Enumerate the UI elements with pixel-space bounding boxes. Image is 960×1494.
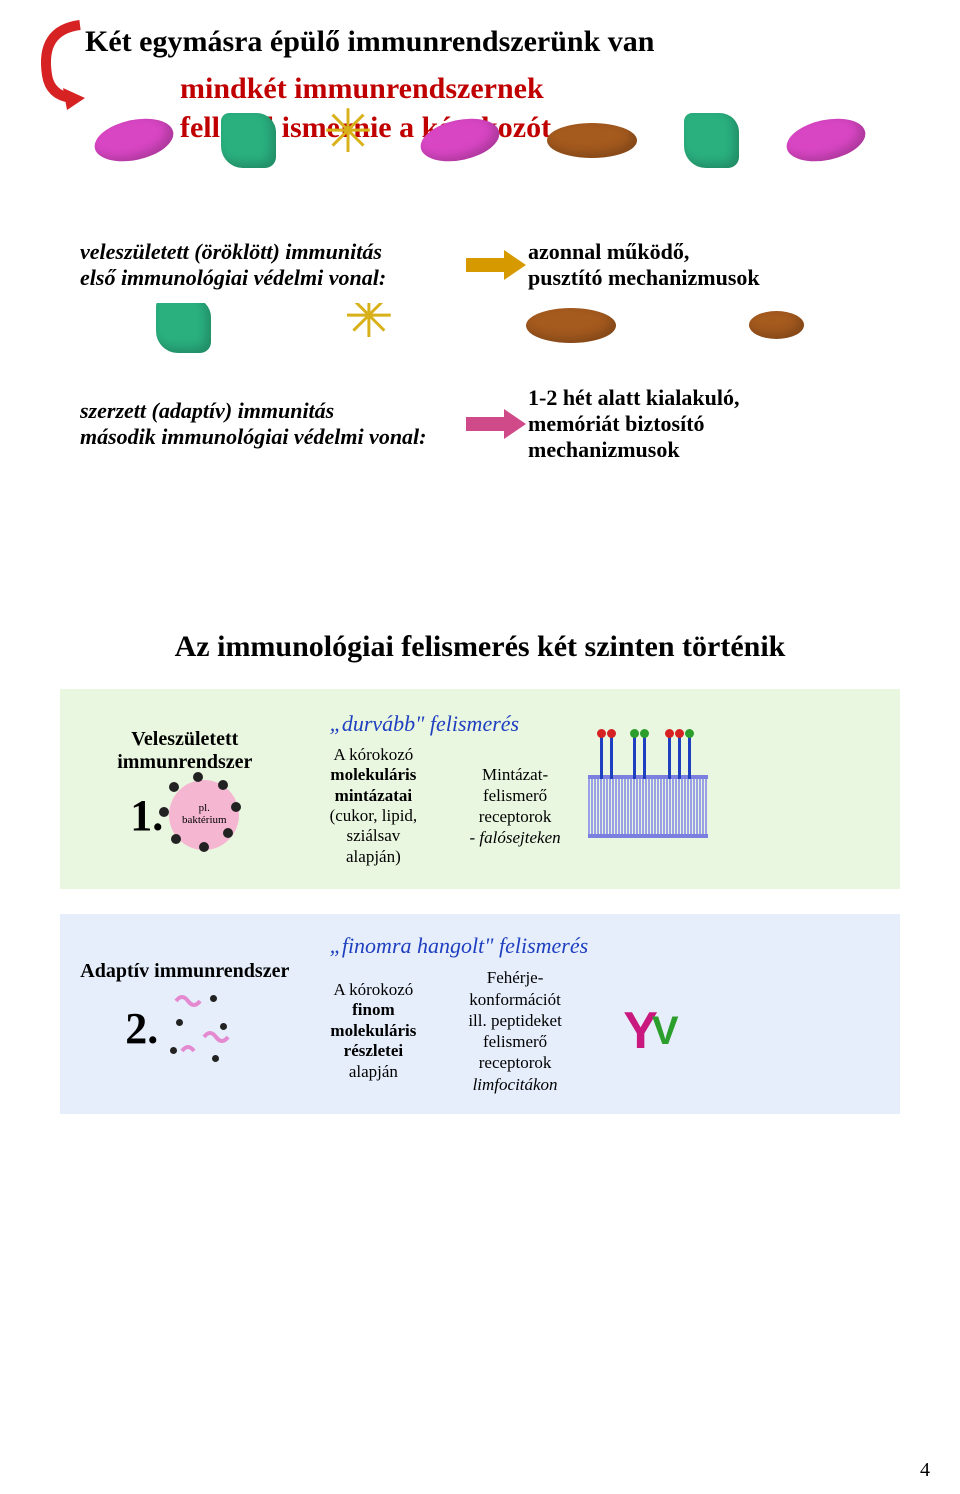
adaptive-head: „finomra hangolt" felismerés (330, 933, 890, 959)
txt: első immunológiai védelmi vonal: (80, 265, 386, 290)
txt: molekuláris (330, 765, 416, 784)
magenta-blob-icon (783, 112, 870, 168)
adaptive-sysname: Adaptív immunrendszer (70, 960, 300, 983)
txt: A kórokozó (333, 745, 413, 764)
lymphocyte-receptor-icon: YV (583, 1001, 713, 1061)
red-curved-arrow-icon (35, 20, 95, 110)
V-icon: V (652, 1009, 673, 1053)
page-number: 4 (920, 1459, 930, 1482)
adaptive-immunity-row: szerzett (adaptív) immunitás második imm… (60, 373, 900, 475)
txt: konformációt (469, 990, 561, 1009)
innate-sysname: Veleszületett immunrendszer (70, 728, 300, 774)
txt: veleszületett (öröklött) immunitás (80, 239, 382, 264)
txt: felismerő (483, 786, 547, 805)
txt: alapján) (346, 847, 401, 866)
txt: második immunológiai védelmi vonal: (80, 424, 427, 449)
txt: részletei (344, 1041, 403, 1060)
innate-number: 1. (130, 790, 163, 841)
green-blob-icon (684, 113, 739, 168)
txt: Mintázat- (482, 765, 548, 784)
magenta-blob-icon (90, 112, 177, 168)
adaptive-number: 2. (125, 1003, 158, 1054)
txt: „durvább" felismerés (330, 711, 520, 736)
txt: ill. peptideket (468, 1011, 561, 1030)
pattern-receptor-icon (583, 775, 713, 838)
txt: limfocitákon (473, 1075, 558, 1094)
innate-right-text: azonnal működő, pusztító mechanizmusok (528, 239, 880, 291)
txt: „finomra hangolt" felismerés (330, 933, 589, 958)
txt: azonnal működő, (528, 239, 689, 264)
adaptive-right-text: 1-2 hét alatt kialakuló, memóriát biztos… (528, 385, 880, 463)
slide2-title: Az immunológiai felismerés két szinten t… (60, 630, 900, 664)
adaptive-band: Adaptív immunrendszer 2. (60, 914, 900, 1114)
txt: - falósejteken (470, 828, 561, 847)
txt: A kórokozó (333, 980, 413, 999)
green-blob-icon (156, 298, 211, 353)
slide1-title: Két egymásra épülő immunrendszerünk van (85, 25, 900, 59)
txt: finom (352, 1000, 395, 1019)
txt: molekuláris (330, 1021, 416, 1040)
Y-icon: Y (623, 1002, 652, 1060)
slide-2: Az immunológiai felismerés két szinten t… (30, 590, 930, 1230)
txt: receptorok (479, 1053, 552, 1072)
txt: memóriát biztosító (528, 411, 705, 436)
innate-immunity-row: veleszületett (öröklött) immunitás első … (60, 227, 900, 303)
txt: mechanizmusok (528, 437, 680, 462)
adaptive-mid: A kórokozó finom molekuláris részletei a… (300, 980, 448, 1082)
green-blob-icon (221, 113, 276, 168)
slide-1: Két egymásra épülő immunrendszerünk van … (30, 0, 930, 540)
bacterium-icon: pl. baktérium (169, 780, 239, 850)
innate-left-text: veleszületett (öröklött) immunitás első … (80, 239, 464, 291)
innate-mid: A kórokozó molekuláris mintázatai (cukor… (300, 745, 448, 867)
txt: sziálsav (346, 826, 400, 845)
txt: receptorok (479, 807, 552, 826)
adaptive-left: Adaptív immunrendszer 2. (70, 960, 300, 1069)
brown-oval-icon (526, 308, 616, 343)
pathogen-shapes-row-1 (30, 80, 930, 200)
txt: felismerő (483, 1032, 547, 1051)
innate-band: Veleszületett immunrendszer 1. pl. bakté… (60, 689, 900, 889)
txt: 1-2 hét alatt kialakuló, (528, 385, 739, 410)
innate-receptor-text: Mintázat- felismerő receptorok - falósej… (447, 764, 583, 849)
adaptive-receptor-text: Fehérje- konformációt ill. peptideket fe… (447, 967, 583, 1095)
txt: alapján (349, 1062, 398, 1081)
txt: mintázatai (335, 786, 412, 805)
txt: (cukor, lipid, (330, 806, 418, 825)
arrow-icon (464, 409, 528, 439)
antigen-fragments-icon (164, 989, 244, 1069)
innate-left: Veleszületett immunrendszer 1. pl. bakté… (70, 728, 300, 850)
arrow-icon (464, 250, 528, 280)
txt: szerzett (adaptív) immunitás (80, 398, 334, 423)
brown-oval-icon (547, 123, 637, 158)
txt: Fehérje- (487, 968, 544, 987)
yellow-star-icon (344, 300, 394, 350)
brown-oval-icon (749, 311, 804, 339)
adaptive-left-text: szerzett (adaptív) immunitás második imm… (80, 398, 464, 450)
magenta-blob-icon (417, 112, 504, 168)
txt: pusztító mechanizmusok (528, 265, 760, 290)
yellow-star-icon (323, 115, 373, 165)
